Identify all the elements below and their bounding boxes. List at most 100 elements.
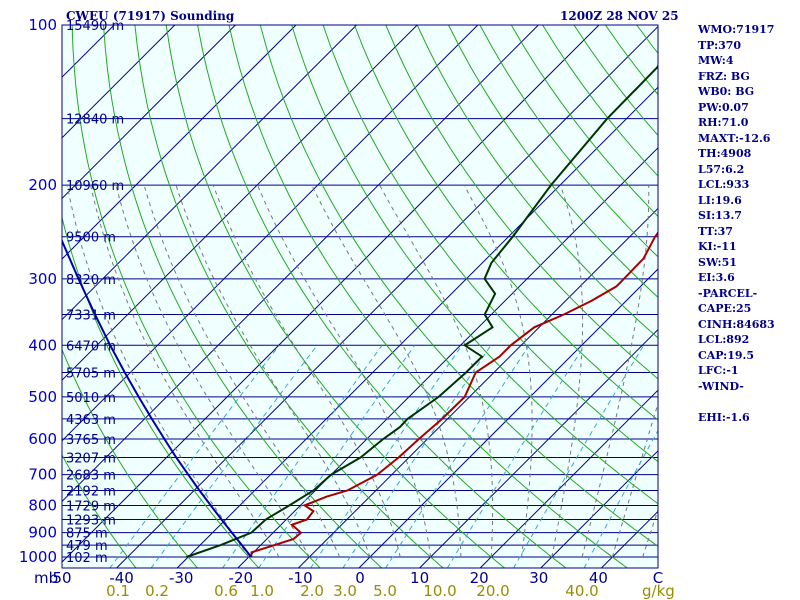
dry-adiabat-line <box>62 348 198 568</box>
index-line: TT:37 <box>698 224 733 238</box>
mixing-ratio-line <box>513 345 645 568</box>
temperature-trace <box>250 231 658 558</box>
isotherm-line <box>62 25 539 503</box>
dry-adiabat-line <box>353 25 658 421</box>
index-line: PW:0.07 <box>698 100 749 114</box>
index-line: LFC:-1 <box>698 364 739 377</box>
mixing-ratio-line <box>583 429 658 568</box>
moist-adiabat-line <box>642 508 658 558</box>
index-line: -PARCEL- <box>698 286 758 300</box>
dry-adiabat-line <box>165 25 506 568</box>
height-label: 7331 m <box>66 308 116 323</box>
index-line: CAPE:25 <box>698 302 752 315</box>
height-label: 1293 m <box>66 513 116 528</box>
index-line: LCL:933 <box>698 178 750 191</box>
height-label: 1729 m <box>66 499 116 514</box>
isotherm-line <box>176 86 658 568</box>
isotherm-line <box>62 25 176 139</box>
mixing-ratio-label: 0.2 <box>145 582 169 600</box>
index-line: TP:370 <box>698 38 742 52</box>
height-label: 2683 m <box>66 469 116 484</box>
pressure-tick-label: 200 <box>28 176 57 194</box>
mixing-ratio-label: 0.6 <box>214 582 238 600</box>
height-label: 479 m <box>66 539 108 554</box>
height-label: 6470 m <box>66 339 116 354</box>
index-line: LI:19.6 <box>698 193 742 207</box>
moist-adiabat-line <box>212 184 401 558</box>
mixing-ratio-label: 40.0 <box>565 582 598 600</box>
temperature-tick-label: 30 <box>529 569 548 587</box>
dry-adiabat-line <box>134 25 444 568</box>
height-label: 2192 m <box>66 485 116 500</box>
pressure-tick-label: 100 <box>28 16 57 34</box>
moist-adiabat-line <box>115 184 310 558</box>
isotherm-line <box>540 450 658 568</box>
isotherm-line <box>62 25 297 260</box>
moist-adiabat-line <box>463 184 533 558</box>
temperature-tick-label: -10 <box>288 569 313 587</box>
index-line: LCL:892 <box>698 333 750 346</box>
index-line: SW:51 <box>698 255 737 269</box>
mixing-ratio-unit-label: g/kg <box>642 582 675 600</box>
temperature-tick-label: C <box>653 569 663 587</box>
height-label: 12840 m <box>66 113 124 128</box>
pressure-tick-label: 1000 <box>19 548 57 566</box>
height-label: 15490 m <box>66 19 124 34</box>
mixing-ratio-label: 0.1 <box>106 582 130 600</box>
dry-adiabat-line <box>322 25 658 463</box>
index-line: CINH:84683 <box>698 317 775 331</box>
moist-adiabat-line <box>90 184 280 558</box>
pressure-tick-label: 600 <box>28 430 57 448</box>
isotherm-line <box>115 25 658 568</box>
pressure-tick-label: 400 <box>28 336 57 354</box>
isotherm-line <box>62 25 418 381</box>
chart-title-left: CWEU (71917) Sounding <box>66 9 235 23</box>
index-line: RH:71.0 <box>698 116 749 129</box>
index-line: FRZ: BG <box>698 69 750 83</box>
mixing-ratio-line <box>342 345 492 568</box>
dry-adiabat-line <box>197 25 567 568</box>
pressure-tick-label: 800 <box>28 496 57 514</box>
dry-adiabat-line <box>479 25 658 258</box>
temperature-tick-label: -40 <box>109 569 134 587</box>
height-label: 5705 m <box>66 367 116 382</box>
mixing-ratio-line <box>109 344 280 568</box>
index-line: -WIND- <box>698 379 744 393</box>
chart-title-right: 1200Z 28 NOV 25 <box>560 9 679 23</box>
isotherm-line <box>479 389 658 568</box>
pressure-tick-label: 900 <box>28 524 57 542</box>
isotherm-line <box>62 25 479 442</box>
moist-adiabat-line <box>611 401 658 558</box>
moist-adiabat-line <box>143 184 341 558</box>
dewpoint-trace <box>186 63 658 558</box>
temperature-tick-label: -30 <box>169 569 194 587</box>
pressure-tick-label: 300 <box>28 270 57 288</box>
height-label: 102 m <box>66 551 108 566</box>
index-line: SI:13.7 <box>698 209 742 222</box>
mixing-ratio-line <box>150 344 318 568</box>
mixing-ratio-line <box>310 345 463 568</box>
height-label: 8320 m <box>66 273 116 288</box>
dry-adiabat-line <box>291 25 658 505</box>
mixing-ratio-label: 1.0 <box>250 582 274 600</box>
temperature-tick-label: -20 <box>229 569 254 587</box>
index-line: KI:-11 <box>698 240 737 253</box>
mixing-ratio-label: 2.0 <box>300 582 324 600</box>
parcel-trace <box>62 238 252 558</box>
height-label: 5010 m <box>66 391 116 406</box>
dry-adiabat-line <box>62 215 260 568</box>
dry-adiabat-line <box>385 25 658 380</box>
mixing-ratio-line <box>258 345 416 568</box>
index-line <box>698 394 798 410</box>
index-line: MAXT:-12.6 <box>698 131 771 145</box>
height-label: 10960 m <box>66 179 124 194</box>
height-label: 9500 m <box>66 231 116 246</box>
dry-adiabat-line <box>62 453 137 568</box>
isotherm-line <box>358 268 658 568</box>
dry-adiabat-line <box>448 25 658 298</box>
moist-adiabat-line <box>379 184 494 558</box>
dry-adiabat-line <box>259 25 658 547</box>
mixing-ratio-label: 3.0 <box>333 582 357 600</box>
mixing-ratio-line <box>385 345 530 568</box>
moist-adiabat-line <box>311 184 462 558</box>
